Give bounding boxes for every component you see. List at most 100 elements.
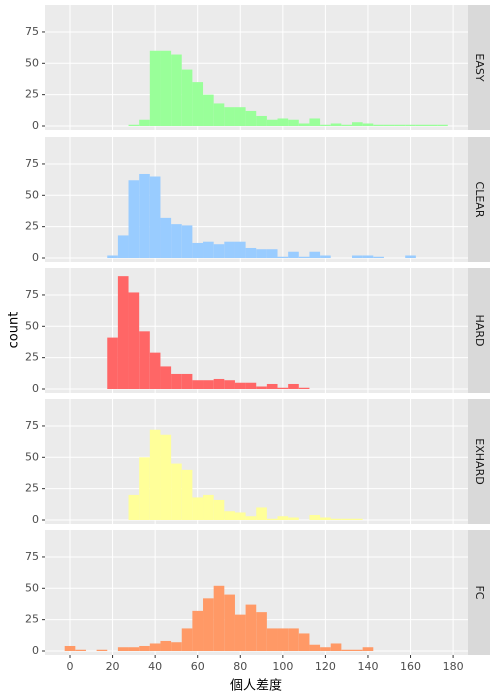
- x-tick-label: 100: [272, 660, 293, 673]
- strip-background: [468, 530, 490, 655]
- bar: [107, 255, 118, 259]
- y-tick-label: 75: [25, 157, 39, 170]
- bar: [266, 249, 278, 259]
- bar: [288, 517, 299, 521]
- strip-label: EASY: [473, 53, 486, 81]
- bar: [171, 463, 182, 521]
- bar: [213, 499, 225, 521]
- bar: [213, 244, 225, 259]
- bar: [203, 494, 214, 521]
- y-tick-label: 0: [32, 513, 39, 526]
- bar: [277, 256, 289, 259]
- strip-background: [468, 399, 490, 524]
- bar: [298, 633, 310, 652]
- bar: [107, 337, 118, 390]
- panel-background: [45, 5, 468, 130]
- bar: [256, 115, 267, 127]
- bar: [245, 516, 257, 521]
- y-tick-label: 25: [25, 351, 39, 364]
- bar: [192, 497, 204, 521]
- y-tick-label: 75: [25, 419, 39, 432]
- y-tick-label: 75: [25, 25, 39, 38]
- bar: [203, 598, 214, 652]
- bar: [117, 276, 129, 390]
- bar: [256, 249, 267, 259]
- y-tick-label: 50: [25, 581, 39, 594]
- bar: [266, 119, 278, 127]
- bar: [171, 54, 182, 127]
- bar: [234, 107, 246, 127]
- bar: [139, 173, 150, 259]
- strip-label: FC: [473, 585, 486, 599]
- y-tick-label: 75: [25, 288, 39, 301]
- bar: [181, 373, 193, 390]
- bar: [245, 110, 257, 127]
- bar: [213, 585, 225, 652]
- bar: [234, 512, 246, 521]
- bar: [181, 469, 193, 521]
- x-tick-label: 160: [400, 660, 421, 673]
- bar: [320, 647, 331, 652]
- bar: [330, 518, 342, 521]
- y-axis-title: count: [7, 312, 22, 349]
- bar: [288, 628, 299, 652]
- bar: [75, 649, 86, 652]
- bar: [192, 380, 204, 390]
- bar: [309, 514, 321, 521]
- bar: [224, 594, 235, 652]
- bar: [362, 255, 374, 259]
- bar: [160, 640, 172, 652]
- y-tick-label: 50: [25, 56, 39, 69]
- bar: [341, 124, 353, 127]
- x-tick-label: 40: [148, 660, 162, 673]
- bar: [160, 217, 172, 259]
- bar: [139, 119, 150, 127]
- strip-label: EXHARD: [473, 438, 486, 484]
- y-tick-label: 50: [25, 319, 39, 332]
- y-tick-label: 25: [25, 88, 39, 101]
- bar: [171, 642, 182, 652]
- bar: [256, 612, 267, 652]
- bar: [277, 387, 289, 390]
- y-tick-label: 0: [32, 382, 39, 395]
- strip-label: CLEAR: [473, 182, 486, 218]
- x-tick-label: 60: [191, 660, 205, 673]
- bar: [266, 518, 278, 521]
- bar: [234, 614, 246, 652]
- bar: [224, 511, 235, 521]
- bar: [171, 373, 182, 390]
- bar: [128, 292, 140, 390]
- bar: [245, 604, 257, 652]
- bar: [298, 256, 310, 259]
- bar: [117, 647, 129, 652]
- bar: [298, 123, 310, 127]
- bar: [256, 386, 267, 390]
- bar: [415, 124, 427, 127]
- bar: [320, 255, 331, 259]
- bar: [330, 123, 342, 127]
- bar: [96, 649, 108, 652]
- bar: [341, 649, 353, 652]
- y-tick-label: 0: [32, 251, 39, 264]
- strip-background: [468, 5, 490, 130]
- bar: [266, 628, 278, 652]
- bar: [245, 382, 257, 390]
- bar: [437, 124, 448, 127]
- bar: [224, 107, 235, 127]
- x-tick-label: 0: [67, 660, 74, 673]
- x-tick-label: 20: [106, 660, 120, 673]
- bar: [149, 352, 161, 390]
- bar: [352, 518, 363, 521]
- bar: [320, 124, 331, 127]
- bar: [192, 610, 204, 652]
- y-tick-label: 0: [32, 119, 39, 132]
- bar: [224, 241, 235, 259]
- y-tick-label: 25: [25, 613, 39, 626]
- bar: [160, 50, 172, 127]
- bar: [128, 180, 140, 259]
- bar: [394, 124, 406, 127]
- bar: [149, 429, 161, 521]
- bar: [405, 255, 416, 259]
- bar: [192, 82, 204, 127]
